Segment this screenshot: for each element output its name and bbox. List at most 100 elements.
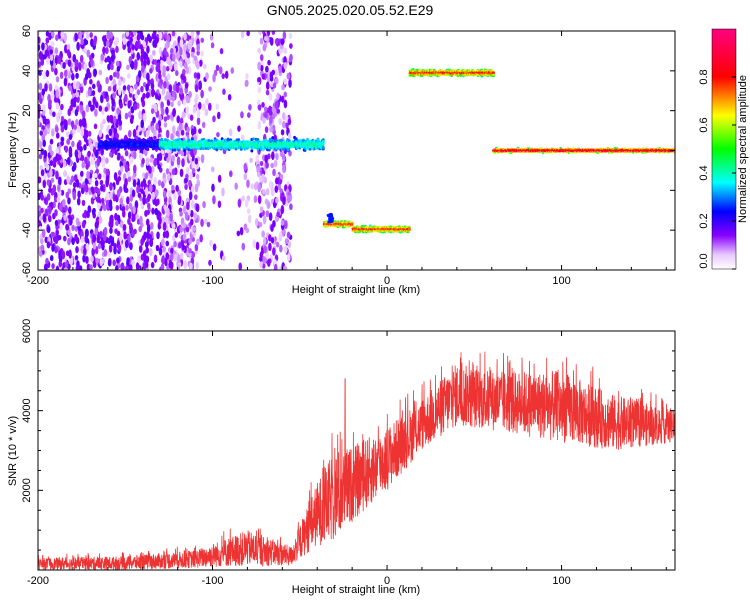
heatmap-cell	[132, 179, 137, 188]
heatmap-cell	[90, 156, 95, 166]
heatmap-cell	[124, 163, 129, 173]
heatmap-cell	[150, 261, 155, 269]
heatmap-cell	[66, 156, 71, 166]
heatmap-cell	[140, 65, 145, 73]
heatmap-cell	[102, 46, 106, 55]
heatmap-cell	[112, 79, 116, 87]
heatmap-cell	[171, 125, 176, 135]
heatmap-cell	[165, 252, 170, 260]
heatmap-cell	[67, 118, 72, 126]
heatmap-cell	[280, 129, 285, 136]
heatmap-cell	[149, 248, 153, 256]
heatmap-cell	[107, 63, 111, 71]
heatmap-cell	[144, 241, 149, 249]
heatmap-cell	[265, 89, 270, 96]
heatmap-cell	[116, 107, 120, 115]
heatmap-cell	[97, 211, 102, 218]
heatmap-cell	[208, 86, 212, 92]
heatmap-cell	[197, 101, 202, 110]
heatmap-cell	[154, 92, 159, 100]
heatmap-cell	[143, 69, 147, 79]
heatmap-cell	[175, 130, 180, 137]
heatmap-cell	[60, 103, 64, 111]
heatmap-cell	[83, 144, 87, 151]
heatmap-cell	[47, 94, 51, 102]
heatmap-cell	[148, 165, 152, 174]
heatmap-cell	[93, 68, 98, 77]
heatmap-cell	[271, 151, 275, 161]
heatmap-cell	[257, 61, 261, 71]
heatmap-cell	[133, 228, 137, 235]
heatmap-cell	[178, 123, 183, 131]
heatmap-cell	[96, 157, 101, 167]
heatmap-cell	[126, 196, 130, 205]
heatmap-cell	[146, 209, 151, 215]
heatmap-cell	[64, 145, 69, 153]
heatmap-cell	[50, 31, 55, 38]
heatmap-cell	[58, 260, 63, 268]
heatmap-cell	[49, 138, 54, 145]
heatmap-cell	[153, 136, 157, 140]
heatmap-cell	[257, 195, 262, 205]
heatmap-cell	[100, 184, 104, 192]
heatmap-cell	[247, 214, 252, 224]
heatmap-cell	[212, 195, 216, 205]
heatmap-cell	[187, 59, 191, 65]
heatmap-cell	[151, 207, 155, 215]
heatmap-cell	[129, 242, 133, 251]
heatmap-cell	[55, 170, 59, 180]
heatmap-cell	[221, 187, 225, 197]
heatmap-cell	[178, 60, 183, 67]
heatmap-cell	[55, 34, 59, 41]
heatmap-cell	[119, 197, 124, 205]
heatmap-cell	[120, 263, 124, 270]
heatmap-cell	[115, 220, 119, 227]
heatmap-cell	[221, 255, 226, 262]
heatmap-cell	[41, 88, 46, 96]
heatmap-cell	[253, 195, 258, 203]
heatmap-cell	[108, 128, 113, 137]
heatmap-cell	[113, 172, 118, 181]
heatmap-cell	[110, 54, 115, 62]
heatmap-cell	[93, 123, 98, 130]
heatmap-cell	[163, 80, 167, 89]
heatmap-cell	[162, 221, 167, 231]
heatmap-cell	[186, 126, 190, 133]
heatmap-cell	[60, 189, 65, 196]
heatmap-cell	[94, 101, 99, 109]
heatmap-cell	[189, 218, 194, 226]
heatmap-cell	[170, 101, 174, 108]
heatmap-cell	[195, 203, 200, 213]
heatmap-cell	[71, 237, 75, 245]
heatmap-cell	[183, 149, 186, 153]
heatmap-cell	[68, 133, 73, 141]
heatmap-cell	[136, 52, 141, 61]
heatmap-cell	[91, 208, 96, 216]
heatmap-cell	[55, 126, 59, 133]
heatmap-cell	[207, 102, 212, 111]
heatmap-cell	[108, 244, 113, 253]
heatmap-cell	[169, 213, 173, 222]
heatmap-cell	[156, 198, 160, 206]
heatmap-cell	[149, 238, 154, 248]
heatmap-cell	[255, 154, 260, 162]
heatmap-cell	[112, 85, 117, 93]
heatmap-cell	[117, 86, 122, 96]
heatmap-cell	[74, 255, 79, 261]
heatmap-cell	[271, 31, 276, 36]
heatmap-cell	[166, 56, 170, 65]
heatmap-cell	[216, 131, 220, 138]
heatmap-cell	[95, 149, 99, 159]
heatmap-cell	[288, 78, 292, 88]
heatmap-cell	[64, 261, 69, 268]
heatmap-cell	[226, 137, 230, 141]
heatmap-cell	[179, 226, 184, 233]
heatmap-cell	[280, 219, 285, 226]
heatmap-cell	[63, 77, 68, 87]
heatmap-cell	[171, 154, 175, 163]
heatmap-cell	[203, 63, 207, 70]
heatmap-cell	[188, 179, 192, 188]
heatmap-cell	[108, 200, 113, 208]
heatmap-cell	[161, 239, 165, 247]
heatmap-cell	[90, 255, 94, 263]
